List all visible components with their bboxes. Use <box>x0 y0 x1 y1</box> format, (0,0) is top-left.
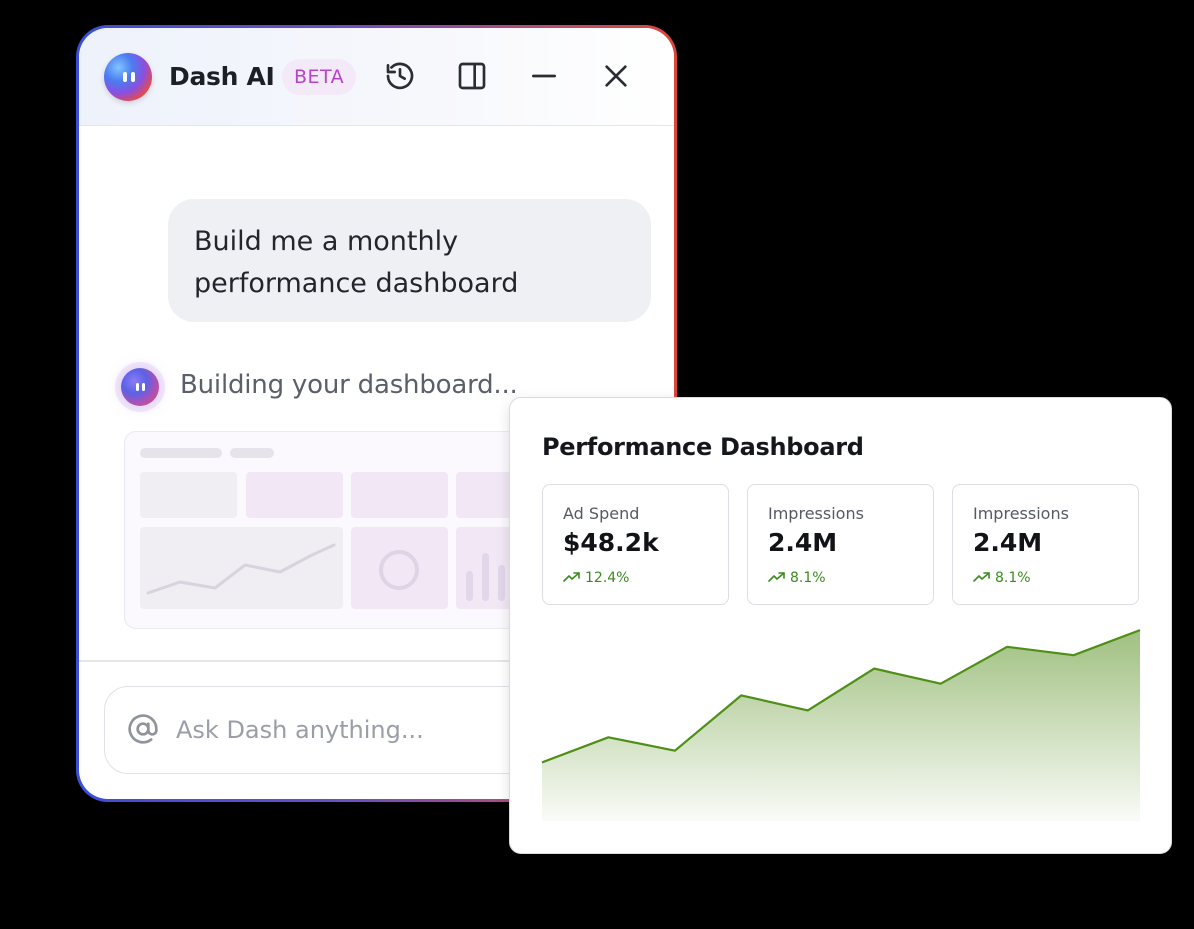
trend-up-icon <box>768 572 785 582</box>
history-icon[interactable] <box>384 60 416 92</box>
kpi-card-ad-spend[interactable]: Ad Spend $48.2k 12.4% <box>542 484 729 605</box>
assistant-status: Building your dashboard... <box>180 370 518 400</box>
kpi-value: 2.4M <box>768 528 838 557</box>
trend-up-icon <box>563 572 580 582</box>
assistant-avatar <box>121 368 159 406</box>
kpi-label: Ad Spend <box>563 504 640 523</box>
performance-dashboard-card: Performance Dashboard Ad Spend $48.2k 12… <box>509 397 1172 854</box>
chat-title: Dash AI <box>169 62 275 91</box>
kpi-delta: 12.4% <box>563 570 629 586</box>
chat-header: Dash AI BETA <box>79 28 674 126</box>
chat-input-placeholder: Ask Dash anything... <box>176 716 424 744</box>
chart-area-fill <box>542 630 1140 821</box>
kpi-delta-value: 12.4% <box>585 570 630 586</box>
kpi-label: Impressions <box>768 504 864 523</box>
kpi-delta-value: 8.1% <box>995 570 1031 586</box>
kpi-delta: 8.1% <box>768 570 826 586</box>
dashboard-title: Performance Dashboard <box>542 433 864 461</box>
kpi-label: Impressions <box>973 504 1069 523</box>
kpi-card-impressions[interactable]: Impressions 2.4M 8.1% <box>747 484 934 605</box>
kpi-delta-value: 8.1% <box>790 570 826 586</box>
kpi-value: $48.2k <box>563 528 659 557</box>
dash-ai-avatar <box>104 53 152 101</box>
user-message: Build me a monthly performance dashboard <box>168 199 651 322</box>
beta-badge: BETA <box>282 59 357 95</box>
kpi-value: 2.4M <box>973 528 1043 557</box>
close-icon[interactable] <box>600 60 632 92</box>
trend-up-icon <box>973 572 990 582</box>
kpi-delta: 8.1% <box>973 570 1031 586</box>
minimize-icon[interactable] <box>528 60 560 92</box>
performance-area-chart <box>541 629 1141 821</box>
kpi-card-impressions-2[interactable]: Impressions 2.4M 8.1% <box>952 484 1139 605</box>
sidebar-toggle-icon[interactable] <box>456 60 488 92</box>
chat-divider <box>79 660 674 662</box>
chart-series-line <box>541 629 1141 764</box>
at-mention-icon[interactable] <box>127 713 159 745</box>
